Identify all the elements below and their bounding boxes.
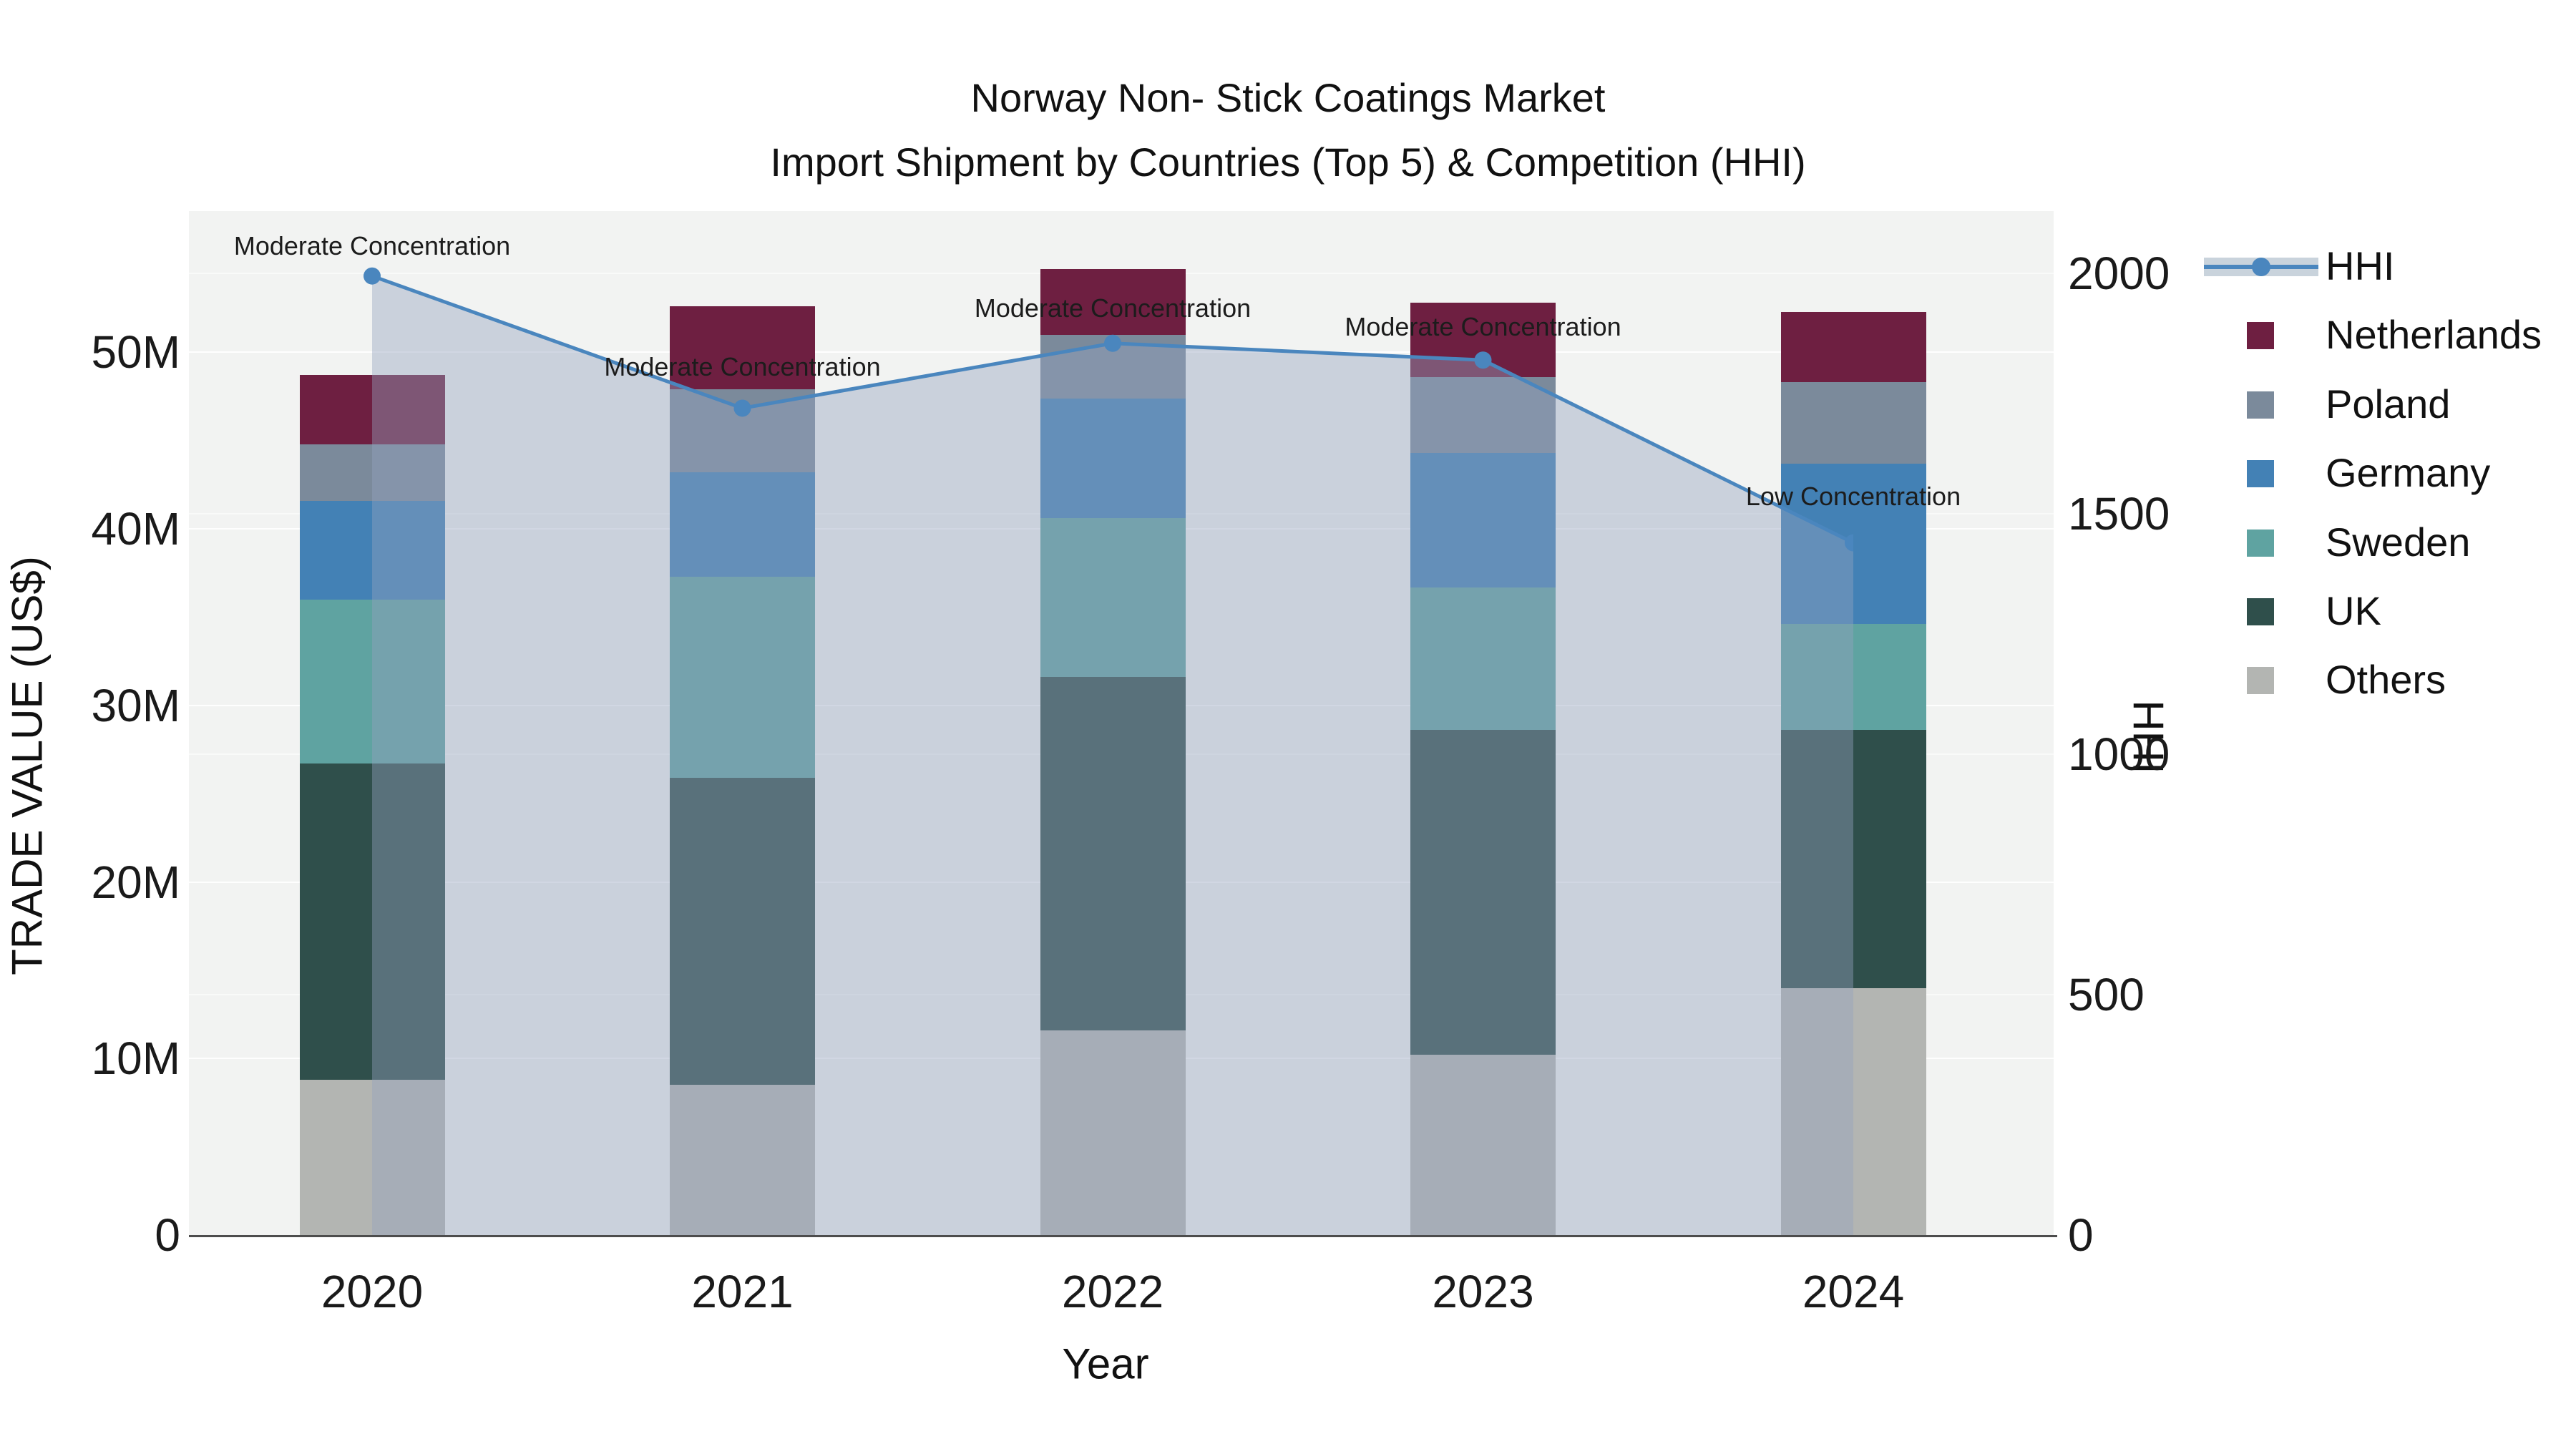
x-axis-title: Year — [1062, 1340, 1149, 1388]
bar-segment-poland — [1410, 376, 1556, 453]
legend-item-poland: Poland — [2201, 371, 2573, 439]
bar-segment-sweden — [1410, 587, 1556, 731]
x-tick-2020: 2020 — [321, 1266, 424, 1317]
bar-segment-germany — [1040, 398, 1186, 519]
bar-segment-netherlands — [299, 375, 445, 444]
chart-title: Norway Non- Stick Coatings Market Import… — [0, 66, 2576, 195]
y-right-tick-1000: 1000 — [2068, 728, 2170, 781]
bar-segment-uk — [1853, 730, 1926, 988]
y-left-tick-10M: 10M — [91, 1033, 181, 1085]
legend-item-uk: UK — [2201, 577, 2573, 646]
legend-item-hhi: HHI — [2201, 233, 2573, 301]
hhi-legend-marker-icon — [2252, 258, 2270, 276]
annotation-2020: Moderate Concentration — [233, 230, 511, 260]
bar-segment-sweden — [299, 599, 445, 764]
x-tick-2023: 2023 — [1432, 1266, 1534, 1317]
chart-title-line2: Import Shipment by Countries (Top 5) & C… — [770, 140, 1806, 185]
bar-segment-germany — [1410, 453, 1556, 587]
annotation-2024: Low Concentration — [1745, 481, 1961, 511]
bar-segment-uk — [670, 777, 815, 1085]
y-left-tick-20M: 20M — [91, 856, 181, 908]
bar-segment-uk — [1410, 730, 1556, 1055]
x-tick-2021: 2021 — [691, 1266, 794, 1317]
bar-segment-uk — [1040, 677, 1186, 1030]
y-left-tick-0: 0 — [155, 1209, 180, 1261]
legend-label: HHI — [2326, 243, 2395, 288]
bar-segment-netherlands — [1853, 311, 1926, 383]
x-tick-2022: 2022 — [1061, 1266, 1164, 1317]
legend-swatch-icon — [2247, 598, 2274, 625]
legend-swatch-icon — [2247, 667, 2274, 695]
y-left-tick-30M: 30M — [91, 679, 181, 731]
bar-segment-poland — [299, 444, 445, 501]
annotation-2023: Moderate Concentration — [1345, 312, 1621, 342]
bar-segment-poland — [1040, 334, 1186, 399]
legend-swatch-icon — [2247, 460, 2274, 488]
y-right-tick-0: 0 — [2068, 1209, 2094, 1261]
legend-item-others: Others — [2201, 646, 2573, 715]
x-axis-line — [189, 1235, 2057, 1237]
y-axis-left-title: TRADE VALUE (US$) — [3, 556, 52, 975]
y-right-tick-500: 500 — [2068, 969, 2145, 1021]
bar-segment-others — [1040, 1030, 1186, 1235]
bar-segment-others — [1410, 1055, 1556, 1235]
bar-segment-others — [670, 1085, 815, 1235]
legend-swatch-icon — [2247, 391, 2274, 419]
bar-segment-uk — [299, 763, 445, 1080]
y-left-tick-40M: 40M — [91, 503, 181, 555]
annotation-2021: Moderate Concentration — [604, 352, 881, 382]
legend-item-sweden: Sweden — [2201, 509, 2573, 577]
legend-swatch-icon — [2247, 529, 2274, 557]
bar-segment-others — [299, 1079, 445, 1235]
legend-item-germany: Germany — [2201, 439, 2573, 508]
bar-segment-others — [1853, 987, 1926, 1235]
bar-segment-sweden — [1040, 518, 1186, 678]
y-right-tick-2000: 2000 — [2068, 248, 2170, 300]
legend-label: Sweden — [2326, 519, 2471, 565]
y-left-tick-50M: 50M — [91, 326, 181, 379]
bar-segment-poland — [1853, 382, 1926, 464]
bar-segment-sweden — [1853, 624, 1926, 731]
legend-item-netherlands: Netherlands — [2201, 301, 2573, 370]
annotation-2022: Moderate Concentration — [974, 293, 1252, 323]
bar-segment-germany — [1853, 463, 1926, 625]
legend-label: UK — [2326, 588, 2381, 633]
bar-segment-sweden — [670, 576, 815, 778]
legend-label: Netherlands — [2326, 312, 2542, 358]
bar-segment-germany — [299, 500, 445, 600]
legend-label: Germany — [2326, 450, 2491, 496]
x-tick-2024: 2024 — [1802, 1266, 1905, 1317]
y-right-tick-1500: 1500 — [2068, 488, 2170, 540]
legend-label: Others — [2326, 657, 2446, 703]
bar-segment-germany — [670, 472, 815, 577]
chart-title-line1: Norway Non- Stick Coatings Market — [970, 75, 1606, 120]
legend-swatch-icon — [2247, 322, 2274, 350]
bar-segment-poland — [670, 389, 815, 473]
legend-label: Poland — [2326, 381, 2451, 426]
